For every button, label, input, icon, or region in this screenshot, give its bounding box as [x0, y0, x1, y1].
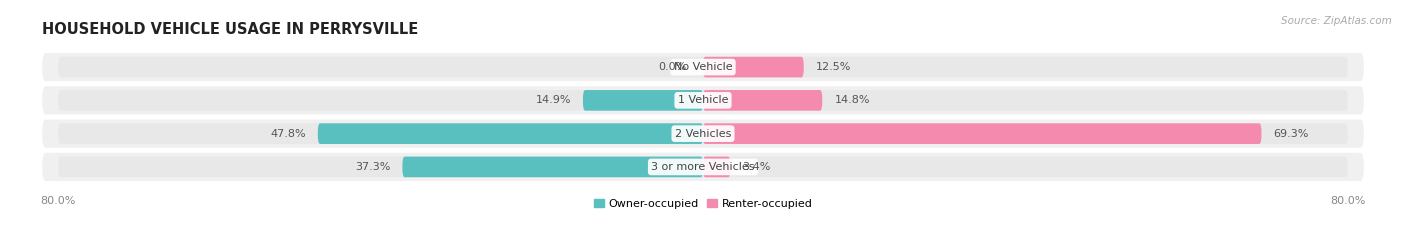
Text: 37.3%: 37.3%	[354, 162, 391, 172]
Text: 69.3%: 69.3%	[1274, 129, 1309, 139]
FancyBboxPatch shape	[402, 157, 703, 177]
FancyBboxPatch shape	[42, 153, 1364, 181]
Text: 1 Vehicle: 1 Vehicle	[678, 95, 728, 105]
FancyBboxPatch shape	[703, 157, 730, 177]
Text: 3.4%: 3.4%	[742, 162, 770, 172]
Text: Source: ZipAtlas.com: Source: ZipAtlas.com	[1281, 16, 1392, 26]
FancyBboxPatch shape	[42, 120, 1364, 148]
Text: 14.9%: 14.9%	[536, 95, 571, 105]
Text: 2 Vehicles: 2 Vehicles	[675, 129, 731, 139]
FancyBboxPatch shape	[58, 123, 1348, 144]
FancyBboxPatch shape	[58, 157, 1348, 177]
FancyBboxPatch shape	[42, 86, 1364, 114]
Text: No Vehicle: No Vehicle	[673, 62, 733, 72]
FancyBboxPatch shape	[703, 57, 804, 77]
FancyBboxPatch shape	[318, 123, 703, 144]
Text: HOUSEHOLD VEHICLE USAGE IN PERRYSVILLE: HOUSEHOLD VEHICLE USAGE IN PERRYSVILLE	[42, 22, 419, 37]
FancyBboxPatch shape	[58, 90, 1348, 111]
Text: 47.8%: 47.8%	[270, 129, 305, 139]
Text: 3 or more Vehicles: 3 or more Vehicles	[651, 162, 755, 172]
FancyBboxPatch shape	[703, 90, 823, 111]
Legend: Owner-occupied, Renter-occupied: Owner-occupied, Renter-occupied	[589, 194, 817, 213]
Text: 0.0%: 0.0%	[658, 62, 688, 72]
Text: 14.8%: 14.8%	[834, 95, 870, 105]
FancyBboxPatch shape	[583, 90, 703, 111]
FancyBboxPatch shape	[42, 53, 1364, 81]
FancyBboxPatch shape	[703, 123, 1261, 144]
Text: 12.5%: 12.5%	[815, 62, 851, 72]
FancyBboxPatch shape	[58, 57, 1348, 77]
